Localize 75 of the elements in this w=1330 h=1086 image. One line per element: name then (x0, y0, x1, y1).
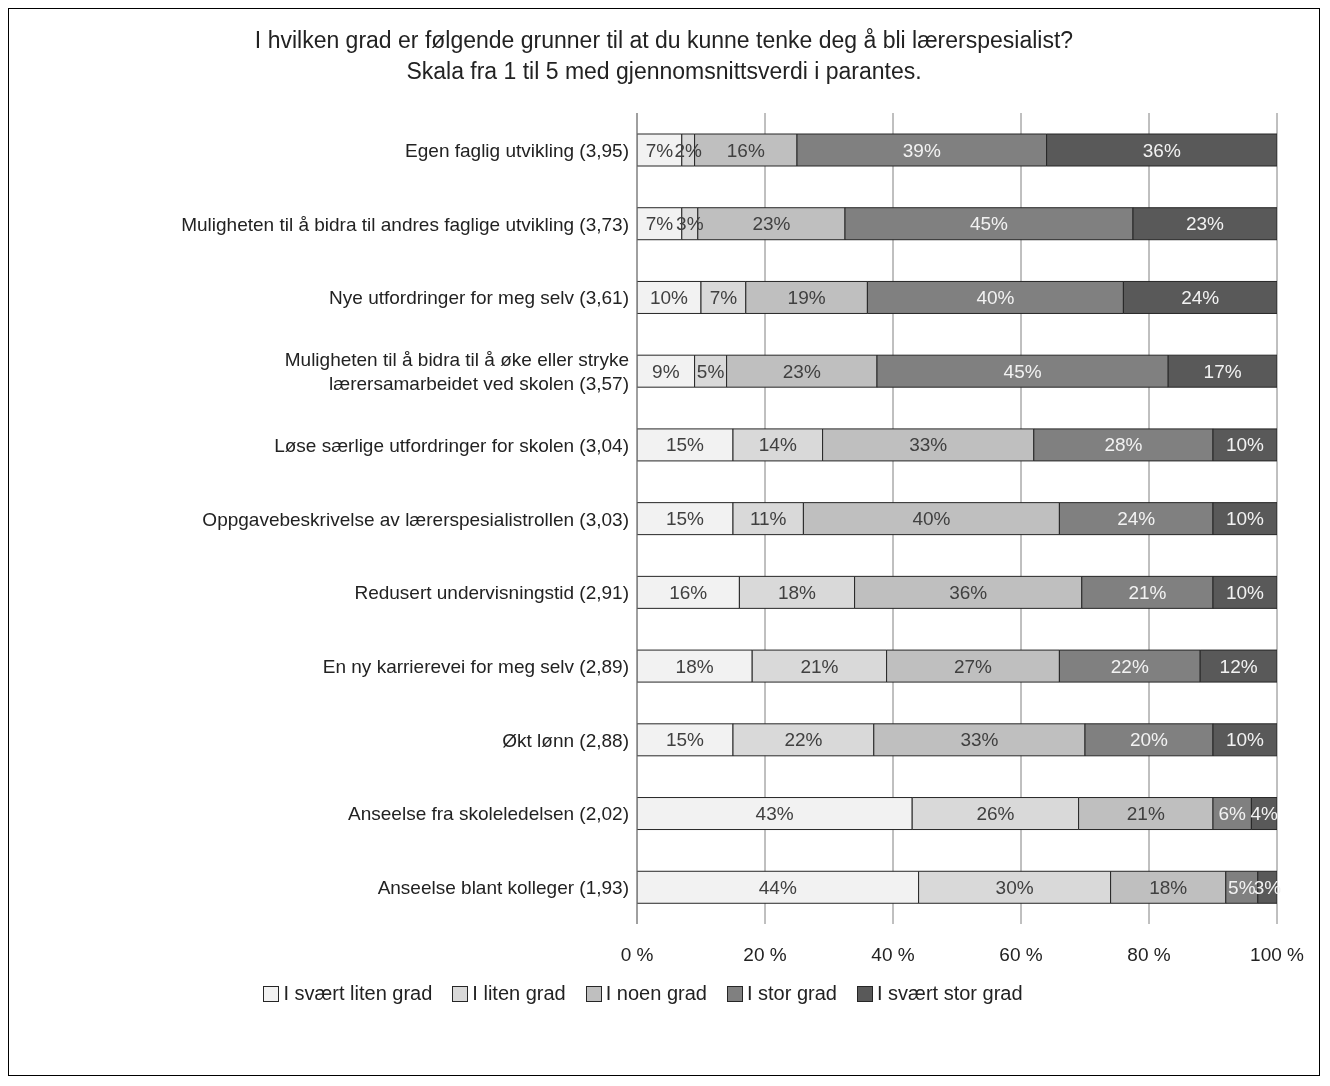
data-label: 21% (1128, 581, 1167, 603)
data-label: 45% (969, 213, 1009, 235)
data-label: 21% (1126, 803, 1165, 825)
legend-label: I stor grad (746, 982, 837, 1005)
data-label: 7% (709, 286, 738, 308)
data-label: 23% (752, 213, 791, 235)
x-tick-label: 20 % (743, 944, 787, 966)
x-tick-label: 80 % (1127, 944, 1171, 966)
y-tick-label: Oppgavebeskrivelse av lærerspesialistrollen (3,03) (202, 508, 629, 529)
data-label: 23% (1185, 213, 1225, 235)
data-label: 18% (675, 655, 714, 677)
y-tick-label: Nye utfordringer for meg selv (3,61) (329, 286, 629, 308)
data-label: 7% (645, 139, 674, 161)
y-tick-label: Økt lønn (2,88) (502, 729, 629, 751)
data-label: 17% (1203, 360, 1242, 382)
data-label: 24% (1181, 286, 1220, 308)
data-label: 36% (949, 581, 988, 603)
data-label: 10% (1225, 729, 1265, 751)
y-tick-label: Anseelse blant kolleger (1,93) (377, 876, 629, 898)
legend-label: I svært liten grad (283, 982, 433, 1005)
data-label: 28% (1104, 434, 1143, 456)
data-label: 40% (912, 508, 951, 530)
data-label: 19% (787, 286, 826, 308)
data-label: 18% (777, 581, 817, 603)
data-label: 16% (669, 581, 708, 603)
data-label: 40% (976, 286, 1015, 308)
data-label: 6% (1218, 803, 1247, 825)
legend-label: I liten grad (472, 982, 566, 1005)
data-label: 15% (665, 434, 705, 456)
data-label: 16% (726, 139, 765, 161)
data-label: 10% (1225, 508, 1265, 530)
y-tick-label: Anseelse fra skoleledelsen (2,02) (348, 802, 629, 824)
y-tick-label: Egen faglig utvikling (3,95) (405, 139, 629, 161)
data-label: 44% (758, 876, 797, 898)
data-label: 45% (1003, 360, 1042, 382)
data-label: 7% (645, 213, 674, 235)
data-label: 22% (1110, 655, 1149, 677)
data-label: 11% (749, 508, 787, 530)
data-label: 15% (665, 729, 705, 751)
chart-title: I hvilken grad er følgende grunner til at du kunne tenke deg å bli lærerspesialist? (253, 27, 1075, 54)
x-tick-label: 0 % (620, 944, 654, 966)
x-tick-label: 60 % (999, 944, 1043, 966)
y-tick-label: En ny karrierevei for meg selv (2,89) (322, 655, 629, 677)
data-label: 5% (1228, 876, 1256, 898)
data-label: 20% (1129, 729, 1169, 751)
data-label: 36% (1142, 139, 1181, 161)
data-label: 23% (782, 360, 821, 382)
y-tick-label: Muligheten til å bidra til å øke eller stryke lærersamarbeidet ved skolen (3,57) (284, 348, 629, 394)
data-label: 26% (976, 803, 1015, 825)
data-label: 10% (1225, 581, 1265, 603)
data-label: 14% (758, 434, 797, 456)
data-label: 10% (649, 286, 689, 308)
x-tick-label: 40 % (871, 944, 915, 966)
data-label: 33% (909, 434, 948, 456)
data-label: 39% (902, 139, 941, 161)
data-label: 33% (960, 729, 999, 751)
data-label: 12% (1219, 655, 1258, 677)
data-label: 43% (755, 803, 794, 825)
data-label: 15% (665, 508, 705, 530)
legend-label: I noen grad (605, 982, 707, 1005)
y-tick-label: Redusert undervisningstid (2,91) (354, 581, 629, 603)
y-tick-label: Muligheten til å bidra til andres faglige utvikling (3,73) (181, 213, 629, 235)
legend-label: I svært stor grad (876, 982, 1023, 1005)
y-tick-label: Løse særlige utfordringer for skolen (3,04) (274, 434, 629, 456)
data-label: 30% (995, 876, 1034, 898)
data-label: 9% (652, 360, 680, 382)
x-tick-label: 100 % (1250, 944, 1305, 966)
data-label: 10% (1225, 434, 1265, 456)
chart-subtitle: Skala fra 1 til 5 med gjennomsnittsverdi i parantes. (405, 58, 923, 85)
data-label: 22% (784, 729, 823, 751)
data-label: 21% (800, 655, 839, 677)
data-label: 27% (953, 655, 993, 677)
data-label: 18% (1149, 876, 1188, 898)
data-label: 5% (696, 360, 725, 382)
data-label: 24% (1117, 508, 1156, 530)
